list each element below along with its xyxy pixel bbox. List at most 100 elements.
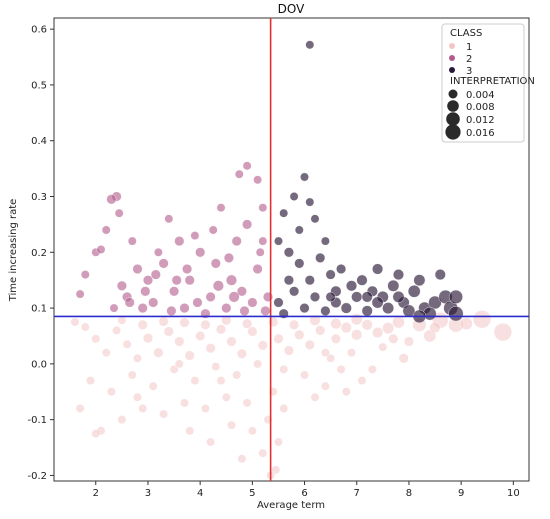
class-3-point <box>336 264 347 275</box>
class-3-point <box>392 290 405 303</box>
class-2-point <box>192 297 203 308</box>
class-2-point <box>153 247 163 257</box>
class-3-point <box>351 291 363 303</box>
class-2-point <box>182 264 193 275</box>
class-1-point <box>226 336 237 347</box>
class-1-point <box>330 318 342 330</box>
class-1-point <box>211 362 221 371</box>
y-tick-label: 0.6 <box>31 25 47 36</box>
x-tick-label: 5 <box>249 488 255 499</box>
data-points <box>70 40 512 480</box>
class-3-point <box>448 289 463 304</box>
class-1-point <box>91 334 101 344</box>
class-2-point <box>184 275 195 286</box>
x-tick-label: 7 <box>354 488 360 499</box>
class-2-point <box>106 194 117 205</box>
class-3-point <box>340 302 352 314</box>
class-1-point <box>388 333 399 344</box>
class-1-point <box>350 313 363 326</box>
class-1-point <box>493 323 512 342</box>
class-2-point <box>80 270 90 279</box>
class-1-point <box>279 404 289 413</box>
class-3-point <box>315 252 326 263</box>
class-1-point <box>159 409 169 419</box>
class-2-point <box>166 305 177 316</box>
class-2-point <box>223 252 234 263</box>
class-2-point <box>242 161 252 171</box>
class-3-point <box>304 275 315 286</box>
class-1-point <box>221 392 231 402</box>
class-1-point <box>253 359 263 369</box>
class-2-point <box>127 236 137 246</box>
class-1-point <box>133 392 142 402</box>
class-2-point <box>221 303 232 314</box>
class-1-point <box>242 398 252 408</box>
class-1-point <box>180 398 189 408</box>
legend-size-4-marker <box>445 124 461 140</box>
class-2-point <box>150 269 161 280</box>
class-1-point <box>271 465 281 475</box>
class-1-point <box>174 359 184 369</box>
class-1-point <box>107 387 116 397</box>
class-1-point <box>315 325 326 336</box>
class-1-point <box>472 310 492 329</box>
class-3-point <box>289 286 300 297</box>
class-2-point <box>212 280 224 292</box>
class-1-point <box>361 319 373 331</box>
legend-class-2-label: 2 <box>466 54 472 65</box>
legend-class-3-label: 3 <box>466 66 472 77</box>
class-3-point <box>283 275 294 286</box>
legend-size-title: INTERPRETATION <box>450 76 535 87</box>
class-1-point <box>101 348 111 358</box>
x-tick-label: 3 <box>145 488 151 499</box>
class-3-point <box>273 297 284 308</box>
class-2-point <box>247 297 258 308</box>
class-2-point <box>260 305 271 316</box>
axis-ticks: 2 3 4 5 6 7 8 9 10-0.2-0.10.00.10.20.30.40.50.6 <box>27 25 519 499</box>
class-1-point <box>398 353 409 364</box>
class-1-point <box>347 348 356 358</box>
class-2-point <box>258 236 268 246</box>
class-1-point <box>185 426 195 436</box>
x-tick-label: 10 <box>507 488 520 499</box>
class-2-point <box>242 219 253 230</box>
class-1-point <box>283 345 294 356</box>
chart-title: DOV <box>278 2 305 16</box>
class-1-point <box>330 333 341 344</box>
class-1-point <box>326 353 335 363</box>
class-1-point <box>122 339 132 349</box>
class-1-point <box>138 404 148 413</box>
class-1-point <box>184 350 195 361</box>
legend: CLASS 1 2 3 INTERPRETATION 0.004 0.008 0… <box>441 23 535 143</box>
class-1-point <box>423 329 437 343</box>
class-1-point <box>86 376 95 385</box>
legend-class-3-marker <box>449 67 455 73</box>
class-1-point <box>257 340 268 351</box>
y-tick-label: 0.1 <box>31 304 47 315</box>
class-2-point <box>114 208 124 218</box>
class-3-point <box>407 284 421 298</box>
class-1-point <box>320 348 330 358</box>
class-1-point <box>236 348 247 359</box>
class-3-point <box>448 306 464 322</box>
class-1-point <box>258 448 268 458</box>
class-1-point <box>195 331 206 342</box>
class-1-point <box>247 326 258 337</box>
class-2-point <box>75 289 85 299</box>
class-1-point <box>215 324 226 335</box>
class-3-point <box>300 172 309 182</box>
class-1-point <box>310 392 320 402</box>
class-1-point <box>179 317 190 328</box>
class-2-point <box>124 297 135 308</box>
y-tick-label: 0.5 <box>31 80 47 91</box>
legend-size-3-marker <box>446 112 460 126</box>
class-1-point <box>357 376 367 385</box>
class-2-point <box>234 169 244 179</box>
class-1-point <box>158 316 169 327</box>
y-tick-label: -0.2 <box>27 471 47 482</box>
class-2-point <box>258 203 268 213</box>
class-2-point <box>190 231 200 241</box>
class-3-point <box>361 291 373 303</box>
class-2-point <box>101 225 111 235</box>
